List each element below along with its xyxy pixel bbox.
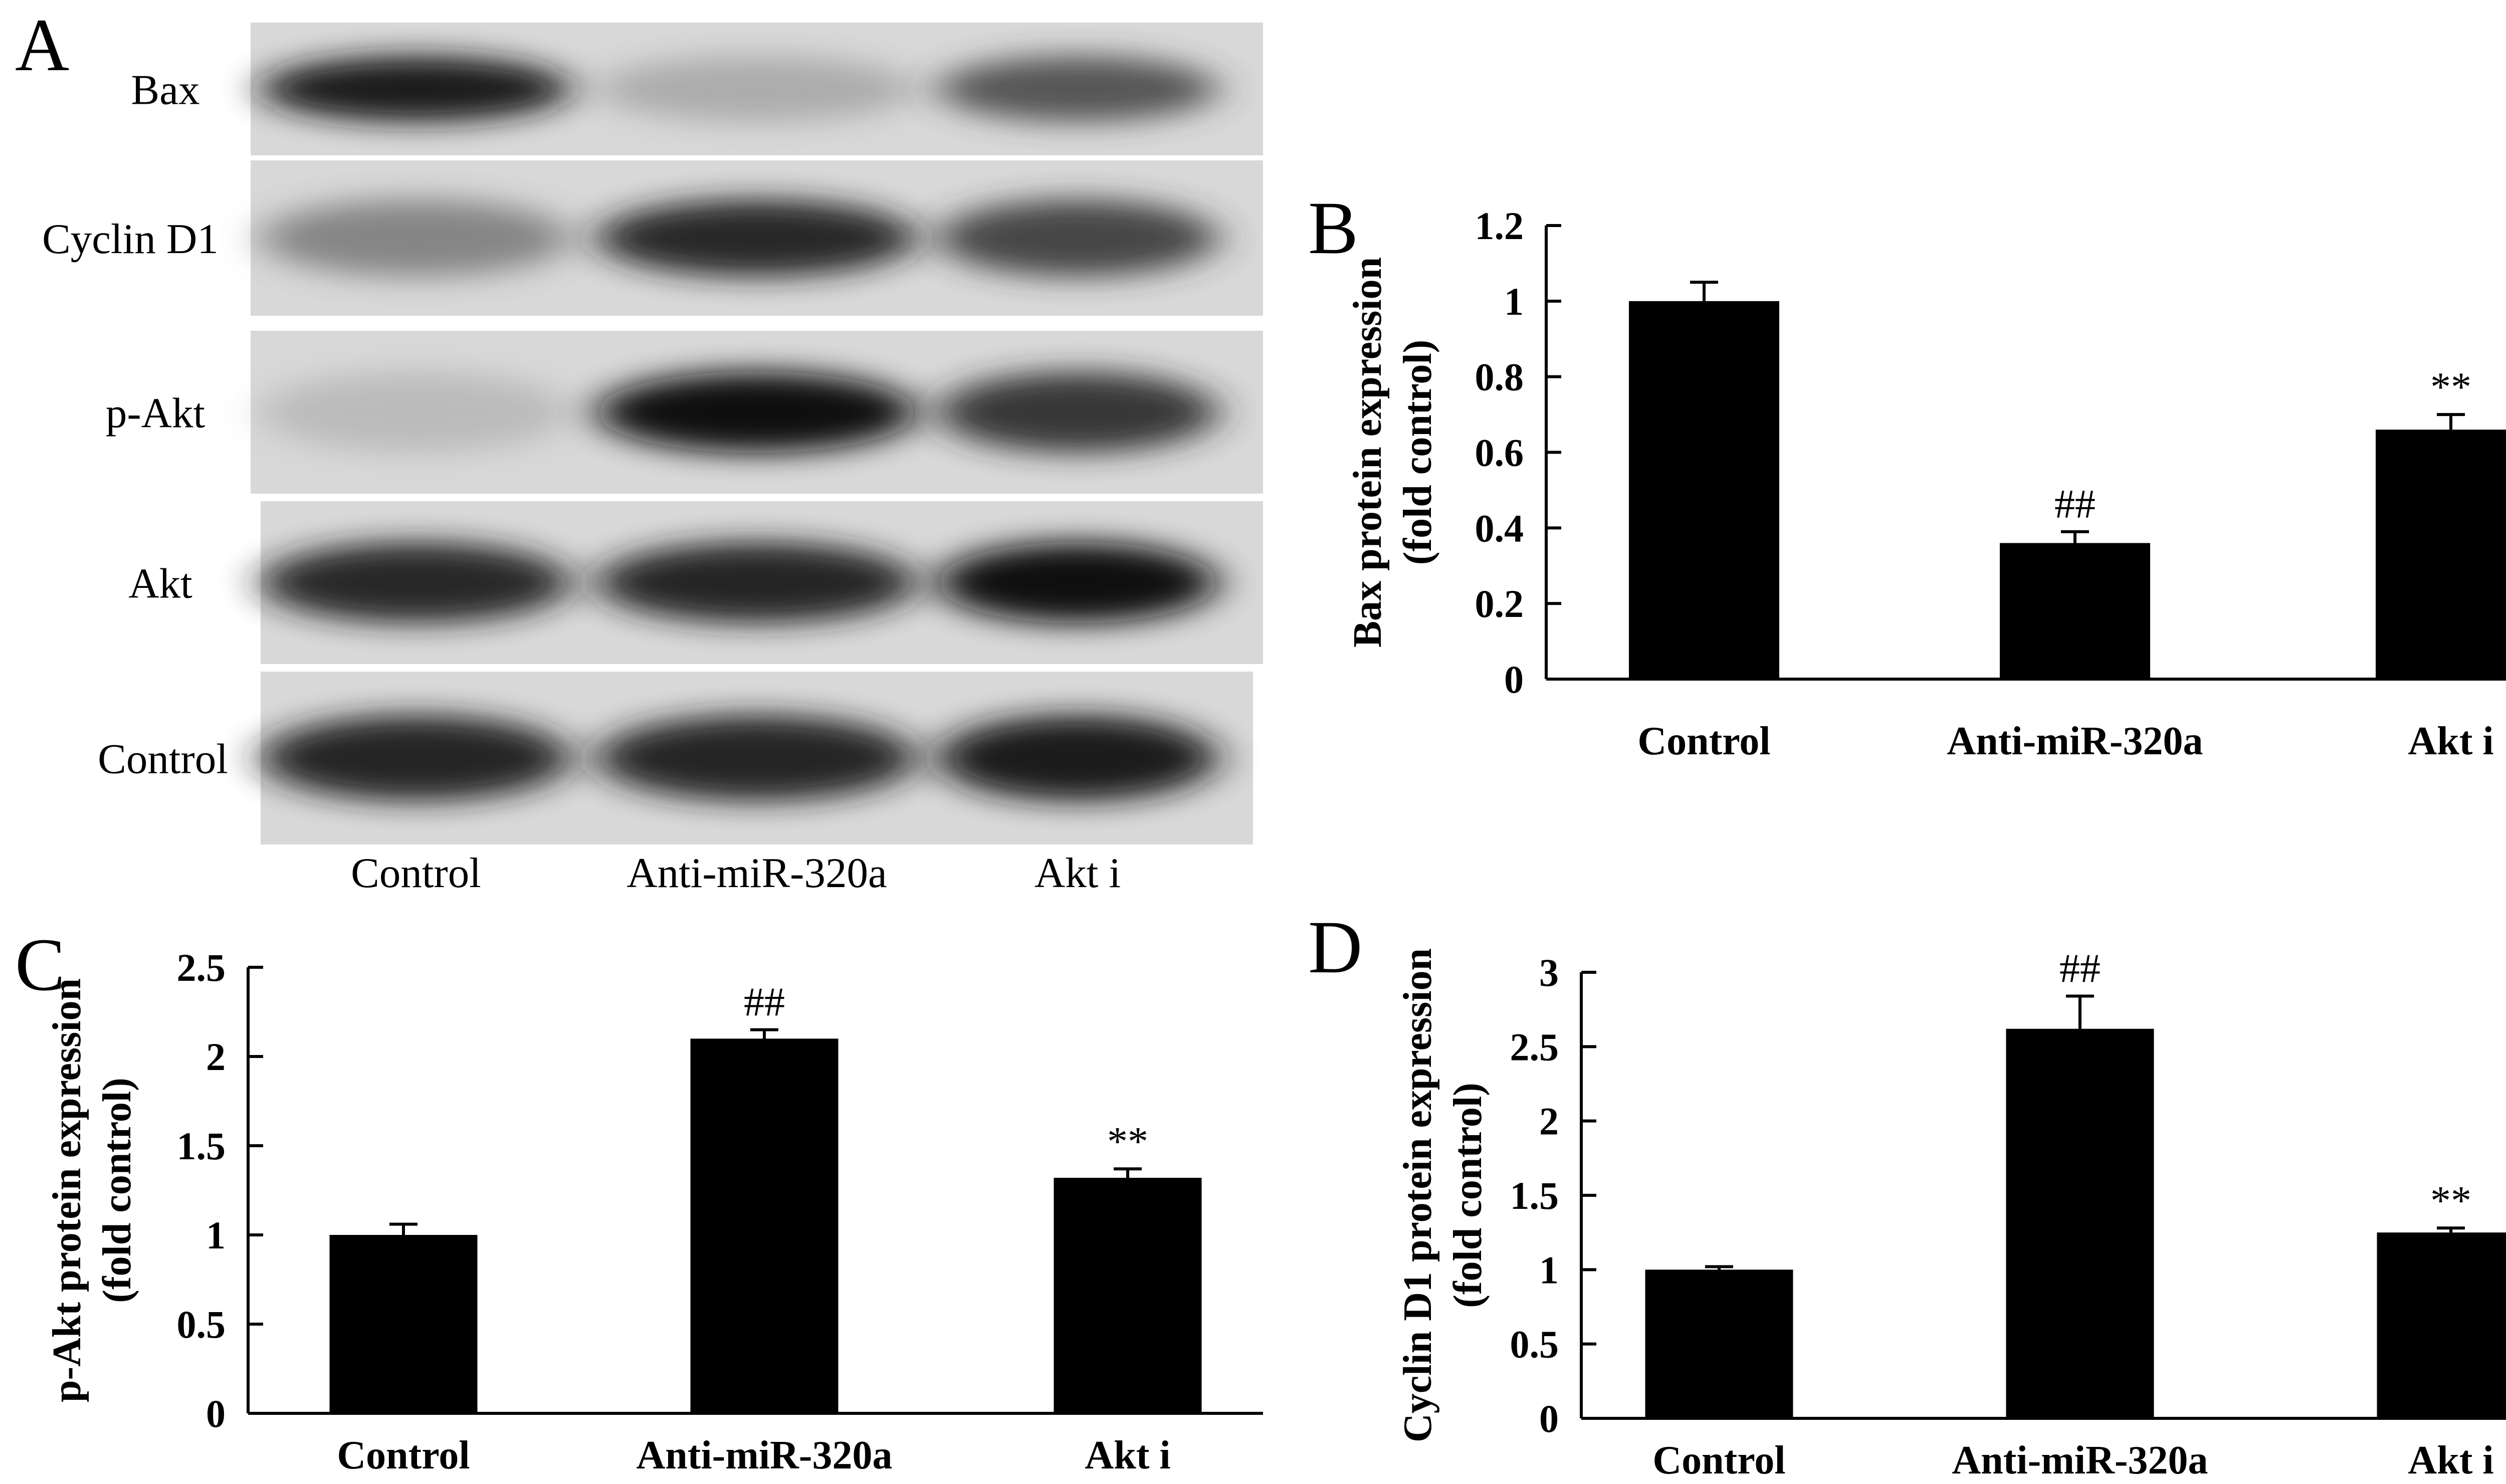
western-blot: Bax Cyclin D1 p-Akt Akt Control Control Anti-m… [42, 23, 1263, 897]
blot-row-bax: Bax [131, 23, 1263, 155]
blot-band [596, 199, 917, 277]
y-axis-label-line: Cyclin D1 protein expression [1396, 948, 1440, 1442]
y-axis-label-line: (fold control) [95, 1078, 139, 1303]
y-tick-label: 0 [1539, 1397, 1559, 1440]
y-tick-label: 0.2 [1475, 582, 1524, 625]
y-axis-label-line: (fold control) [1446, 1083, 1490, 1308]
bar-akt-i [1054, 1178, 1202, 1413]
y-tick-label: 0.8 [1475, 355, 1524, 399]
blot-band [596, 56, 917, 122]
blot-band [261, 56, 571, 122]
blot-row-cyclin-d1: Cyclin D1 [42, 160, 1263, 316]
y-tick-label: 2 [1539, 1100, 1559, 1143]
panel-label-a: A [15, 4, 69, 87]
significance-akt-i: ** [2430, 1177, 2471, 1223]
blot-row-label: Akt [128, 560, 192, 607]
blot-band [937, 56, 1218, 122]
y-tick-label: 0.4 [1475, 506, 1524, 550]
blot-band [261, 371, 571, 453]
blot-row-akt: Akt [128, 501, 1263, 664]
blot-band [596, 715, 917, 801]
blot-band [261, 199, 571, 277]
significance-anti-mir-320a: ## [2054, 481, 2096, 527]
y-tick-label: 3 [1539, 951, 1559, 994]
bar-anti-mir-320a [2000, 543, 2150, 679]
cyclin-d1-expression-chart: 0 0.5 1 1.5 2 2.5 3 Cyclin D1 protein expressio… [1396, 945, 2506, 1482]
significance-akt-i: ** [1107, 1118, 1148, 1164]
y-tick-label: 0.6 [1475, 431, 1524, 475]
y-tick-label: 1 [1539, 1248, 1559, 1292]
blot-band [261, 542, 571, 623]
blot-row-label: Cyclin D1 [42, 216, 219, 263]
y-axis-label-line: Bax protein expression [1346, 257, 1390, 648]
y-axis-label-line: (fold control) [1396, 340, 1440, 565]
category-label-control: Control [1652, 1438, 1785, 1482]
blot-band [596, 542, 917, 623]
y-tick-label: 0 [1504, 658, 1524, 701]
y-tick-label: 0.5 [177, 1303, 226, 1346]
category-label-control: Control [337, 1433, 470, 1477]
category-label-anti-mir-320a: Anti-miR-320a [636, 1433, 892, 1477]
y-tick-label: 1 [1504, 280, 1524, 323]
significance-anti-mir-320a: ## [2059, 945, 2101, 991]
bar-akt-i [2376, 430, 2506, 679]
lane-label-akt-i: Akt i [1034, 850, 1121, 897]
category-label-akt-i: Akt i [1085, 1433, 1170, 1477]
blot-band [937, 371, 1218, 453]
bar-control [1629, 301, 1779, 679]
significance-akt-i: ** [2430, 364, 2471, 409]
y-axis-label: p-Akt protein expression (fold control) [45, 978, 139, 1402]
blot-row-label: Bax [131, 67, 200, 114]
category-label-akt-i: Akt i [2408, 1438, 2493, 1482]
blot-band [596, 371, 917, 453]
significance-anti-mir-320a: ## [744, 979, 785, 1025]
blot-row-label: Control [98, 736, 228, 783]
category-label-anti-mir-320a: Anti-miR-320a [1952, 1438, 2208, 1482]
bar-akt-i [2377, 1232, 2506, 1418]
blot-band [937, 199, 1218, 277]
y-tick-label: 1.5 [177, 1124, 226, 1168]
y-tick-label: 0.5 [1510, 1323, 1559, 1366]
y-tick-label: 2.5 [1510, 1025, 1559, 1069]
panel-label-d: D [1308, 906, 1362, 989]
lane-label-anti-mir-320a: Anti-miR-320a [626, 850, 887, 897]
p-akt-expression-chart: 0 0.5 1 1.5 2 2.5 p-Akt protein expression (fol… [45, 946, 1263, 1477]
blot-row-p-akt: p-Akt [106, 331, 1263, 494]
y-tick-label: 1.5 [1510, 1174, 1559, 1217]
y-axis-label: Bax protein expression (fold control) [1346, 257, 1440, 648]
y-tick-label: 2.5 [177, 946, 226, 989]
panel-label-b: B [1308, 186, 1358, 270]
y-tick-label: 1.2 [1475, 204, 1524, 248]
category-label-control: Control [1637, 719, 1770, 763]
blot-row-control: Control [98, 672, 1253, 844]
blot-band [261, 715, 571, 801]
category-label-akt-i: Akt i [2408, 719, 2493, 763]
y-axis-label-line: p-Akt protein expression [45, 978, 89, 1402]
category-label-anti-mir-320a: Anti-miR-320a [1947, 719, 2203, 763]
y-tick-label: 0 [206, 1392, 226, 1435]
blot-band [937, 542, 1218, 623]
y-tick-label: 2 [206, 1035, 226, 1079]
bax-expression-chart: 0 0.2 0.4 0.6 0.8 1 1.2 Bax protein expression(… [1346, 204, 2506, 763]
y-axis-label: Cyclin D1 protein expression (fold contro… [1396, 948, 1490, 1442]
bar-control [329, 1235, 478, 1413]
lane-label-control: Control [351, 850, 481, 897]
bar-control [1645, 1269, 1793, 1418]
blot-band [937, 715, 1218, 801]
blot-row-label: p-Akt [106, 390, 205, 437]
panel-label-c: C [15, 923, 65, 1006]
y-tick-label: 1 [206, 1213, 226, 1257]
bar-anti-mir-320a [690, 1038, 839, 1413]
bar-anti-mir-320a [2006, 1028, 2154, 1418]
